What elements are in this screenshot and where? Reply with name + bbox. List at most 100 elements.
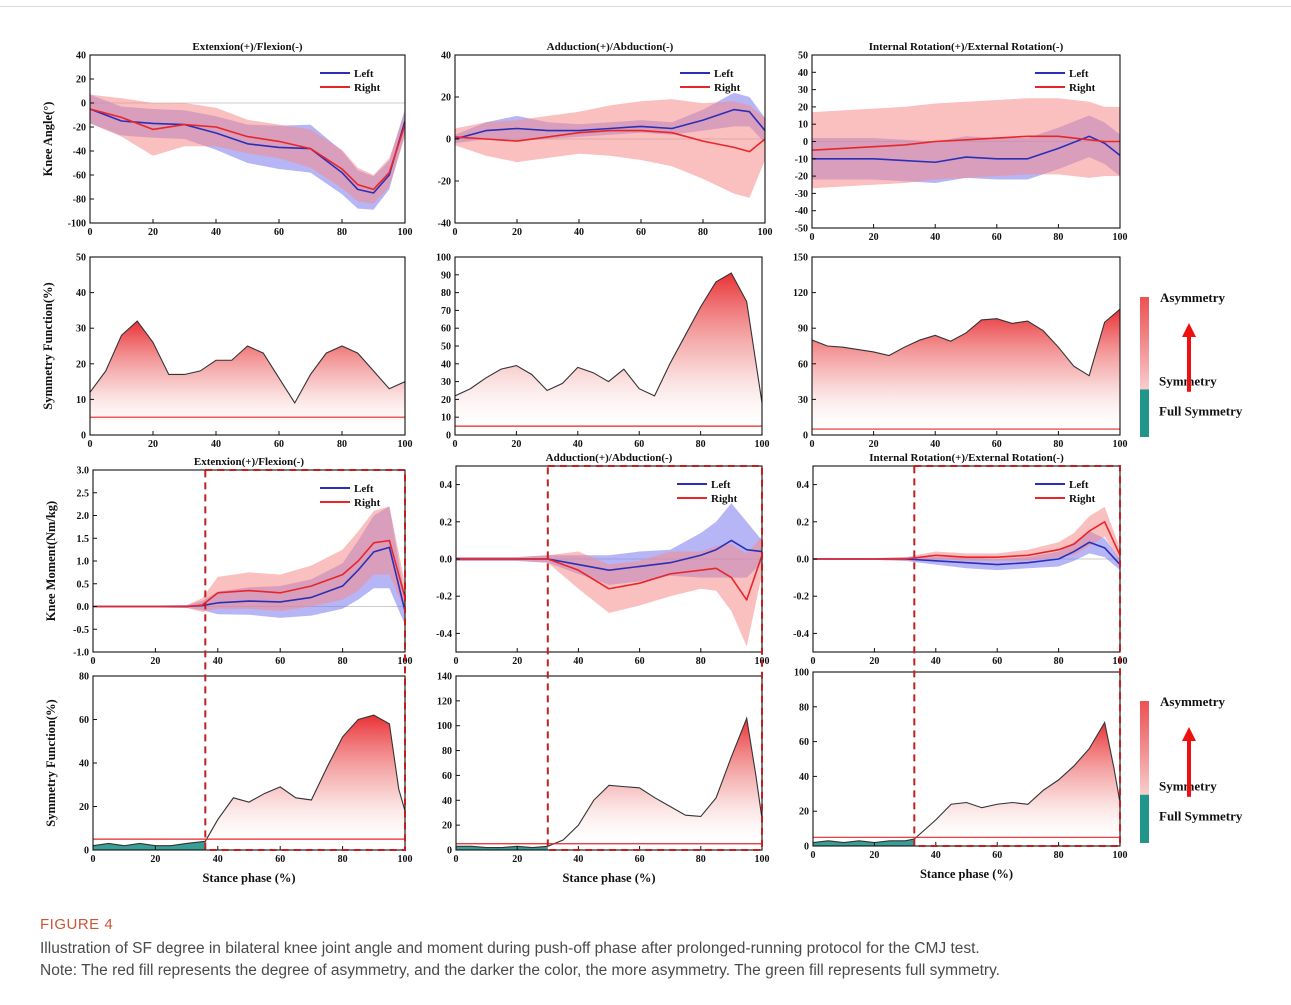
x-tick-label: 80 [698,227,708,238]
y-tick-label: 20 [79,802,89,813]
x-tick-label: 0 [453,439,458,450]
y-tick-label: -20 [438,177,451,188]
legend-label-left: Left [711,479,731,491]
x-tick-label: 80 [1053,439,1063,450]
plot-area [456,716,762,850]
asymmetry-fill [90,321,405,435]
x-tick-label: 40 [931,850,941,861]
x-tick-label: 100 [398,854,413,865]
y-tick-label: 40 [798,68,808,79]
x-tick-label: 40 [211,439,221,450]
y-tick-label: 60 [441,324,451,335]
legend-label-right: Right [711,493,738,505]
plot-area [93,714,405,850]
x-tick-label: 100 [1113,232,1128,243]
y-tick-label: 0.2 [797,517,810,528]
x-tick-label: 20 [869,232,879,243]
plot-area [812,308,1120,435]
x-tick-label: 0 [88,227,93,238]
axes-frame [89,256,406,436]
colorbar-full-symmetry-label: Full Symmetry [1159,403,1243,418]
colorbar-2: AsymmetrySymmetryFull Symmetry [1140,694,1243,843]
panel-title: Extenxion(+)/Flexion(-) [194,456,304,468]
y-tick-label: 100 [437,721,452,732]
x-tick-label: 100 [758,227,773,238]
legend-label-right: Right [354,497,381,509]
y-tick-label: 10 [441,413,451,424]
x-tick-label: 80 [1053,232,1063,243]
x-tick-label: 60 [634,439,644,450]
panel-sf-moment-rot: 0 20 40 60 80 100 100 80 60 40 20 0 Stance phase (%) [794,668,1128,882]
sf-curve [813,720,1120,844]
y-tick-label: -60 [73,171,86,182]
band-right [90,94,405,204]
x-tick-label: 40 [213,656,223,667]
y-tick-label: 1.5 [77,534,90,545]
axes-frame [89,54,406,224]
y-tick-label: 50 [798,51,808,62]
y-tick-label: 0 [446,431,451,442]
y-axis-label: Symmetry Function(%) [44,699,58,826]
x-tick-label: 20 [869,850,879,861]
series-right [812,135,1120,151]
y-tick-label: -80 [73,195,86,206]
full-symmetry-fill [93,841,206,850]
y-tick-label: 120 [793,288,808,299]
y-tick-label: -1.0 [73,648,89,659]
x-axis-label: Stance phase (%) [562,871,655,885]
y-tick-label: 80 [441,288,451,299]
y-tick-label: 50 [441,342,451,353]
push-off-dashed-box [913,465,1121,847]
y-tick-label: 0 [446,135,451,146]
caption-line-1: Illustration of SF degree in bilateral k… [40,940,980,957]
sf-curve [93,714,405,847]
y-axis-label: Knee Moment(Nm/kg) [44,501,58,621]
y-tick-label: 90 [798,324,808,335]
x-tick-label: 80 [337,227,347,238]
sf-curve [90,320,405,405]
x-tick-label: 20 [869,439,879,450]
colorbar-asymmetry-label: Asymmetry [1160,290,1225,305]
plot-area [813,720,1120,846]
y-tick-label: 0.5 [77,579,90,590]
plot-area [455,272,762,435]
x-tick-label: 60 [275,656,285,667]
band-right [813,506,1120,563]
y-tick-label: -10 [795,154,808,165]
x-tick-label: 100 [398,439,413,450]
y-tick-label: 20 [76,75,86,86]
series-left [812,135,1120,164]
y-tick-label: -40 [795,206,808,217]
plot-area [456,503,762,647]
y-tick-label: 20 [442,821,452,832]
x-tick-label: 60 [274,227,284,238]
caption-line-2: Note: The red fill represents the degree… [40,962,1000,979]
y-tick-label: 0 [803,431,808,442]
y-tick-label: 60 [442,771,452,782]
x-tick-label: 60 [636,227,646,238]
x-tick-label: 40 [573,854,583,865]
band-right [812,98,1120,189]
up-arrow-icon [1182,323,1196,337]
panel-moment-flex: Left Right 0 20 40 60 80 100 3.0 2.5 2.0 1.5 1.0 0.5 0… [44,456,413,667]
y-tick-label: 30 [441,377,451,388]
series-right [90,108,405,191]
full-symmetry-bar [1140,389,1149,437]
y-tick-label: 3.0 [77,466,90,477]
y-tick-label: 80 [79,672,89,683]
y-tick-label: 40 [76,288,86,299]
asymmetry-fill [547,718,762,850]
x-tick-label: 60 [275,854,285,865]
y-tick-label: 140 [437,672,452,683]
x-tick-label: 40 [931,656,941,667]
y-tick-label: 30 [798,85,808,96]
x-tick-label: 0 [454,656,459,667]
y-axis-label: Symmetry Function(%) [41,282,55,409]
y-tick-label: 0.0 [797,555,810,566]
x-tick-label: 60 [635,656,645,667]
y-tick-label: 0 [84,846,89,857]
series-left [455,108,765,140]
x-tick-label: 20 [869,656,879,667]
y-tick-label: -40 [73,147,86,158]
